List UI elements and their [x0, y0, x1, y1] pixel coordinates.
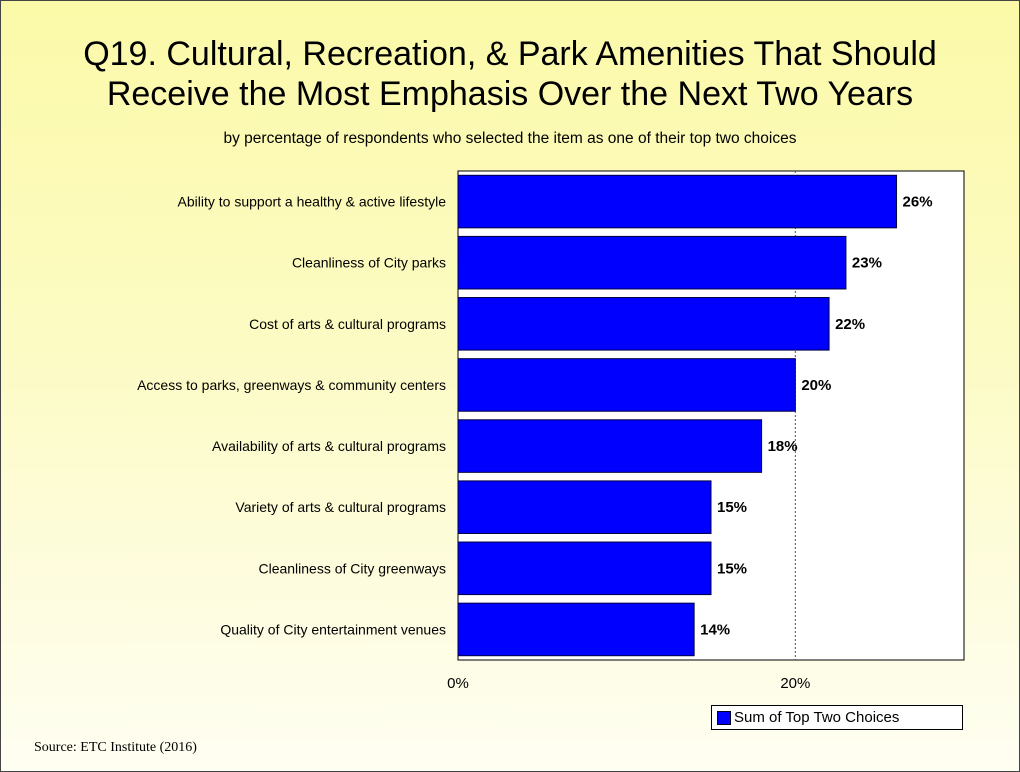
x-tick-label: 0%	[447, 675, 469, 692]
x-tick-label: 20%	[780, 675, 810, 692]
category-label: Quality of City entertainment venues	[220, 621, 446, 637]
bar-value-label: 14%	[700, 621, 730, 638]
category-label: Ability to support a healthy & active li…	[178, 194, 447, 210]
category-labels: Ability to support a healthy & active li…	[137, 194, 446, 638]
category-label: Cleanliness of City parks	[292, 255, 446, 271]
chart-title: Q19. Cultural, Recreation, & Park Amenit…	[83, 35, 937, 113]
x-axis-ticks: 0% 20%	[447, 675, 810, 692]
category-label: Availability of arts & cultural programs	[212, 438, 446, 454]
category-label: Cost of arts & cultural programs	[249, 316, 446, 332]
bar	[457, 235, 847, 290]
bar-value-label: 15%	[717, 560, 747, 577]
legend-label: Sum of Top Two Choices	[734, 709, 900, 726]
bar-value-label: 18%	[768, 438, 798, 455]
legend: Sum of Top Two Choices	[711, 705, 963, 730]
bar-value-label: 15%	[717, 499, 747, 516]
bar	[457, 174, 898, 229]
bar-value-label: 23%	[852, 255, 882, 272]
bar	[457, 419, 763, 473]
category-label: Access to parks, greenways & community c…	[137, 377, 446, 393]
bar	[457, 541, 712, 596]
category-label: Variety of arts & cultural programs	[235, 499, 446, 515]
value-labels: 26% 23% 22% 20% 18% 15% 15% 14%	[700, 194, 932, 639]
bar	[457, 358, 796, 412]
bar	[457, 297, 830, 351]
category-label: Cleanliness of City greenways	[258, 560, 446, 576]
chart-subtitle: by percentage of respondents who selecte…	[223, 130, 797, 147]
legend-swatch	[717, 710, 731, 725]
bar-value-label: 26%	[903, 194, 933, 211]
source-note: Source: ETC Institute (2016)	[34, 740, 197, 755]
bars	[457, 174, 898, 657]
bar	[457, 480, 712, 534]
bar	[457, 602, 695, 657]
bar-value-label: 22%	[835, 316, 865, 333]
bar-value-label: 20%	[801, 377, 831, 394]
